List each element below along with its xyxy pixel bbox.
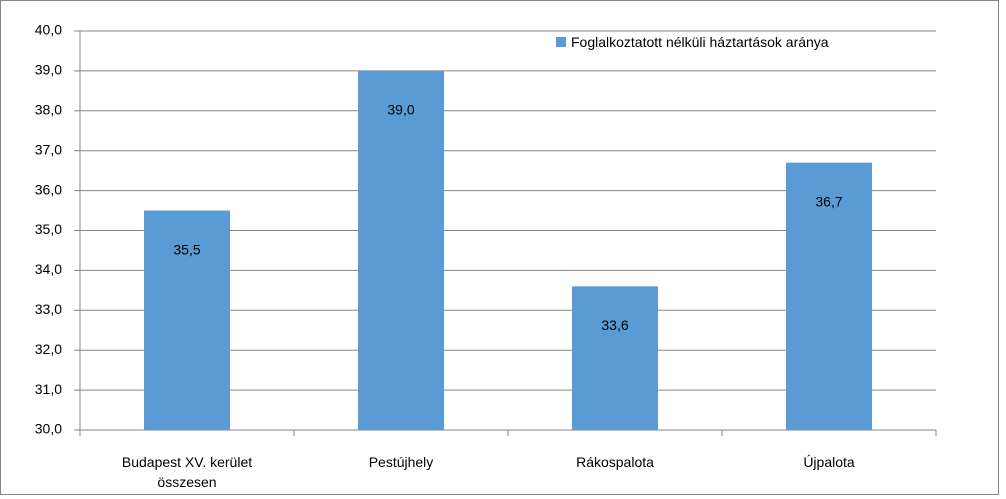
y-tick-label: 40,0 bbox=[35, 22, 62, 38]
value-label: 33,6 bbox=[601, 317, 628, 333]
x-tick-label: Újpalota bbox=[803, 454, 855, 470]
value-label: 35,5 bbox=[173, 241, 200, 257]
y-tick-label: 38,0 bbox=[35, 102, 62, 118]
y-tick-label: 33,0 bbox=[35, 301, 62, 317]
bar bbox=[144, 210, 230, 430]
bar bbox=[572, 286, 658, 430]
y-tick-label: 35,0 bbox=[35, 221, 62, 237]
y-tick-label: 30,0 bbox=[35, 421, 62, 437]
bar bbox=[786, 162, 872, 431]
x-tick-label: Budapest XV. kerület összesen bbox=[121, 454, 253, 490]
legend-label: Foglalkoztatott nélküli háztartások arán… bbox=[571, 34, 829, 50]
bar bbox=[358, 70, 444, 431]
x-tick-label: Rákospalota bbox=[576, 454, 654, 470]
y-tick-label: 31,0 bbox=[35, 381, 62, 397]
y-tick-label: 37,0 bbox=[35, 141, 62, 157]
x-tick-label: Pestújhely bbox=[368, 454, 434, 470]
y-tick-label: 39,0 bbox=[35, 62, 62, 78]
y-tick-label: 36,0 bbox=[35, 181, 62, 197]
value-label: 39,0 bbox=[387, 102, 414, 118]
legend-swatch bbox=[556, 37, 566, 47]
value-label: 36,7 bbox=[815, 193, 842, 209]
y-tick-label: 32,0 bbox=[35, 341, 62, 357]
y-tick-label: 34,0 bbox=[35, 261, 62, 277]
